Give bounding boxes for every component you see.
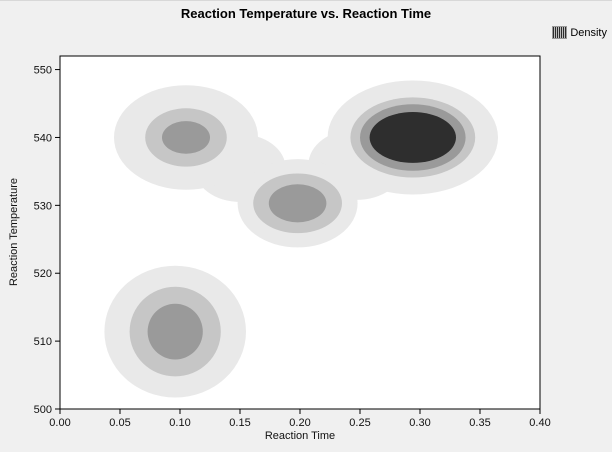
plot-border [59, 55, 541, 410]
density-legend-label: Density [570, 26, 607, 39]
chart-title: Reaction Temperature vs. Reaction Time [180, 6, 432, 21]
contour-level-3 [369, 112, 456, 163]
x-tick-label: 0.05 [109, 417, 130, 429]
contour-ellipse [369, 112, 456, 163]
y-tick-label: 550 [34, 65, 52, 77]
y-tick-label: 510 [34, 336, 52, 348]
x-tick-label: 0.00 [49, 417, 70, 429]
contour-ellipse [147, 303, 203, 360]
x-tick-label: 0.20 [289, 417, 310, 429]
contour-ellipse [162, 121, 210, 154]
x-axis-title: Reaction Time [264, 430, 336, 442]
contour-ellipse [268, 184, 327, 223]
x-tick-label: 0.35 [469, 417, 490, 429]
y-axis-title: Reaction Temperature [8, 177, 20, 287]
x-tick-label: 0.30 [409, 417, 430, 429]
density-gradient-icon [552, 26, 568, 39]
y-tick-label: 500 [34, 404, 52, 416]
density-legend[interactable]: Density [552, 26, 607, 39]
x-tick-label: 0.15 [229, 417, 250, 429]
y-tick-label: 530 [34, 200, 52, 212]
y-tick-label: 540 [34, 132, 52, 144]
x-tick-label: 0.25 [349, 417, 370, 429]
x-tick-label: 0.10 [169, 417, 190, 429]
x-tick-label: 0.40 [529, 417, 550, 429]
y-tick-label: 520 [34, 268, 52, 280]
